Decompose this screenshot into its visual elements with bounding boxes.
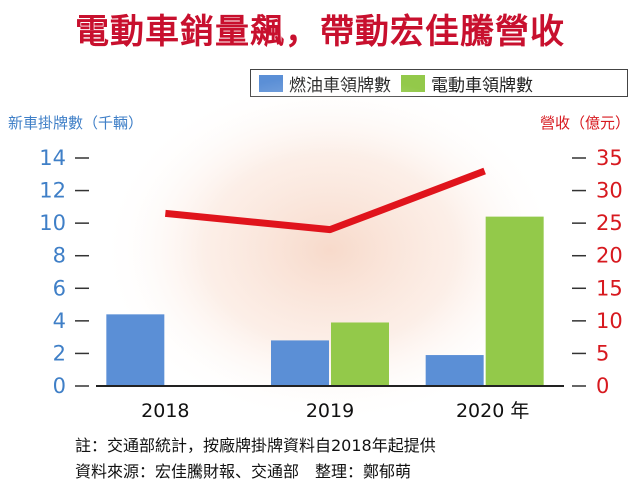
left-tick-label: 10 xyxy=(39,211,66,235)
x-tick-label: 2020 年 xyxy=(456,400,529,422)
legend-label-ev: 電動車領牌數 xyxy=(431,75,533,96)
left-tick-label: 8 xyxy=(53,244,66,268)
right-tick-label: 5 xyxy=(596,341,609,365)
right-tick-label: 25 xyxy=(596,211,623,235)
bar-fuel xyxy=(106,314,165,386)
plot-area: 0 2 4 6 8 10 12 14 0 5 10 15 20 25 30 35 2018 2019 2020 年 xyxy=(39,146,622,422)
left-tick-label: 6 xyxy=(53,276,66,300)
right-tick-label: 10 xyxy=(596,309,623,333)
footnote-source: 資料來源：宏佳騰財報、交通部 整理：鄭郁萌 xyxy=(75,462,412,481)
bar-fuel xyxy=(425,355,484,386)
left-tick-label: 4 xyxy=(53,309,66,333)
right-tick-label: 20 xyxy=(596,244,623,268)
bar-fuel xyxy=(271,340,329,386)
right-tick-label: 30 xyxy=(596,179,623,203)
revenue-line xyxy=(164,167,486,234)
right-tick-label: 35 xyxy=(596,146,623,170)
bar-ev xyxy=(485,216,544,386)
bar-ev xyxy=(331,322,389,386)
x-tick-label: 2018 xyxy=(141,400,189,422)
left-tick-label: 14 xyxy=(39,146,66,170)
left-tick-label: 2 xyxy=(53,341,66,365)
x-tick-label: 2019 xyxy=(306,400,354,422)
right-tick-label: 0 xyxy=(596,374,609,398)
footnote-note: 註：交通部統計，按廠牌掛牌資料自2018年起提供 xyxy=(75,436,436,455)
left-axis-title: 新車掛牌數（千輛） xyxy=(8,114,144,132)
chart-title: 電動車銷量飆，帶動宏佳騰營收 xyxy=(75,12,565,52)
background-glow xyxy=(100,75,560,425)
right-tick-label: 15 xyxy=(596,276,623,300)
left-tick-label: 12 xyxy=(39,179,66,203)
right-axis-title: 營收（億元） xyxy=(539,114,630,132)
left-tick-label: 0 xyxy=(53,374,66,398)
